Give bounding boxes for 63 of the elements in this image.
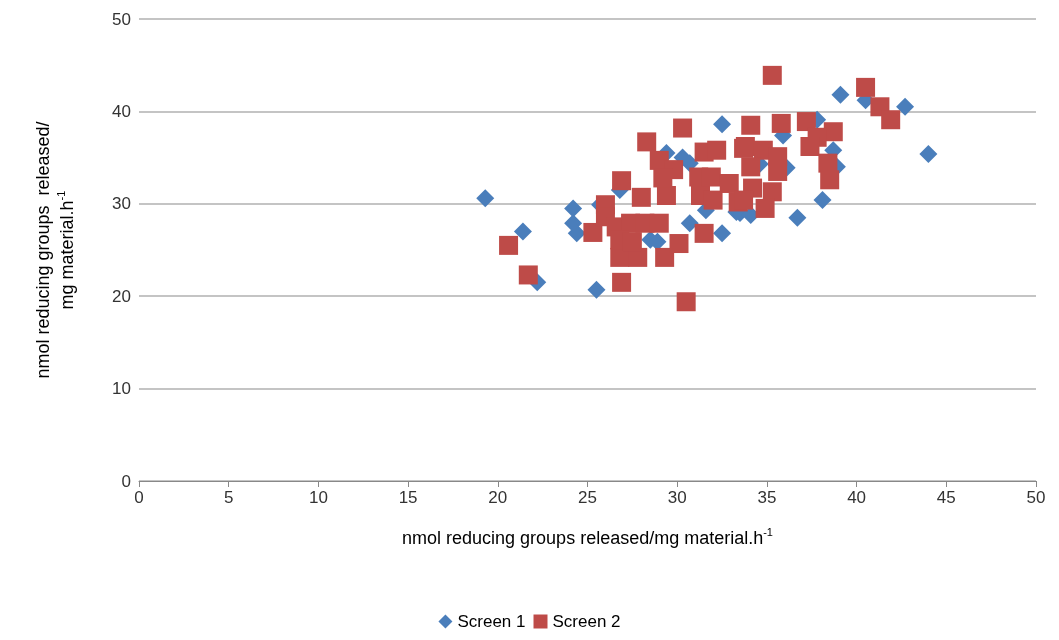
- x-tick-label: 10: [308, 488, 328, 507]
- point: [762, 65, 782, 85]
- point: [499, 235, 519, 255]
- point: [788, 208, 807, 227]
- point: [649, 213, 669, 233]
- legend-label: Screen 1: [457, 612, 526, 631]
- point: [896, 97, 915, 116]
- point: [755, 198, 775, 218]
- x-tick-label: 45: [936, 488, 956, 507]
- point: [713, 115, 732, 134]
- point: [762, 182, 782, 202]
- x-tick-label: 35: [757, 488, 777, 507]
- point: [656, 185, 676, 205]
- point: [612, 171, 632, 191]
- point: [587, 280, 606, 299]
- point: [567, 224, 586, 243]
- x-tick-label: 30: [667, 488, 687, 507]
- point: [741, 115, 761, 135]
- point: [768, 161, 788, 181]
- point: [820, 170, 840, 190]
- point: [800, 137, 820, 157]
- point: [655, 247, 675, 267]
- point: [703, 190, 723, 210]
- point: [771, 113, 791, 133]
- point: [694, 223, 714, 243]
- point: [707, 140, 727, 160]
- point: [676, 292, 696, 312]
- x-tick-label: 15: [398, 488, 418, 507]
- point: [813, 191, 832, 210]
- y-tick-label: 40: [112, 101, 131, 121]
- point: [653, 168, 673, 188]
- point: [564, 199, 583, 218]
- point: [719, 173, 739, 193]
- x-tick-label: 20: [488, 488, 508, 507]
- point: [518, 265, 538, 285]
- point: [673, 118, 693, 138]
- point: [741, 157, 761, 177]
- point: [669, 234, 689, 254]
- y-tick-label: 10: [112, 379, 131, 399]
- point: [831, 85, 850, 104]
- point: [583, 222, 603, 242]
- point: [476, 189, 495, 208]
- point: [701, 167, 721, 187]
- y-tick-label: 30: [112, 194, 131, 214]
- x-tick-label: 50: [1026, 488, 1046, 507]
- point: [680, 214, 699, 233]
- point: [881, 110, 901, 130]
- x-tick-label: 0: [134, 488, 144, 507]
- point: [612, 272, 632, 292]
- x-tick-label: 5: [223, 488, 234, 507]
- point: [713, 224, 732, 243]
- point: [513, 222, 532, 241]
- point: [919, 144, 938, 163]
- point: [631, 187, 651, 207]
- x-tick-label: 25: [578, 488, 597, 507]
- point: [796, 112, 816, 132]
- y-tick-label: 50: [112, 9, 131, 29]
- y-tick-label: 20: [112, 286, 131, 306]
- y-tick-label: 0: [121, 471, 131, 491]
- legend-label: Screen 2: [552, 612, 621, 631]
- x-tick-label: 40: [847, 488, 867, 507]
- point: [856, 77, 876, 97]
- point: [637, 132, 657, 152]
